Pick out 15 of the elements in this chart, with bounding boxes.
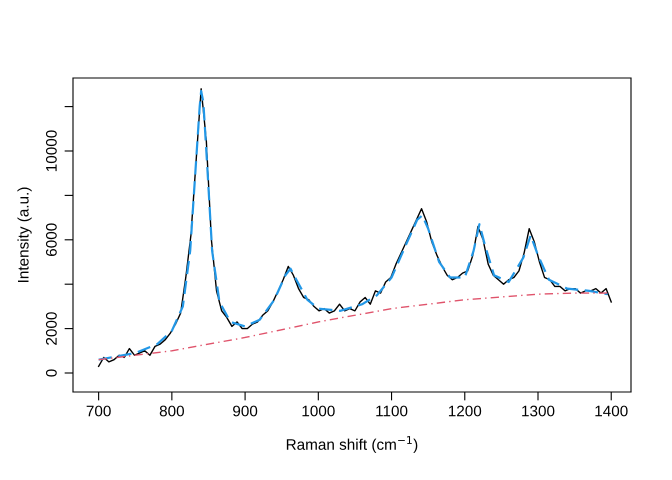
x-tick-label: 1300 — [522, 406, 554, 416]
line-series — [98, 292, 608, 360]
y-tick-label: 2000 — [46, 312, 57, 345]
y-tick-label: 6000 — [46, 223, 57, 256]
x-tick-label: 1400 — [595, 406, 628, 416]
x-tick-label: 1000 — [302, 406, 335, 416]
y-tick-label: 0 — [46, 369, 57, 377]
x-tick-label: 900 — [233, 406, 258, 416]
y-tick-label: 10000 — [46, 130, 57, 172]
x-tick-label: 700 — [86, 406, 111, 416]
x-tick-label: 800 — [160, 406, 184, 416]
x-axis-title: Raman shift (cm$^{−1}$) — [286, 436, 418, 453]
y-axis-title: Intensity (a.u.) — [17, 188, 32, 282]
x-tick-label: 1100 — [376, 406, 408, 416]
x-tick-label: 1200 — [448, 406, 482, 416]
